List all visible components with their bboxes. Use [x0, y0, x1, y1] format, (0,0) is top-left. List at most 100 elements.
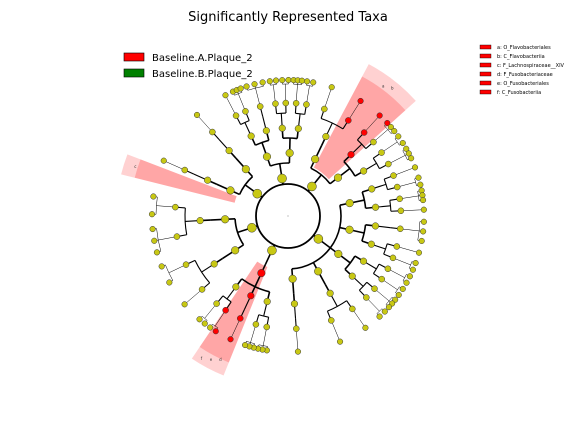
branch-arc: [241, 278, 270, 293]
taxon-node: [172, 203, 179, 211]
taxon-node: [242, 108, 249, 115]
genus-node: [403, 279, 410, 286]
taxon-node: [321, 105, 328, 113]
sector-letter: d: [219, 357, 222, 362]
branch-arc: [156, 228, 162, 252]
taxon-node: [370, 138, 377, 146]
clade-legend-swatch-b: [479, 53, 492, 59]
genus-node: [153, 249, 160, 256]
genus-node: [417, 181, 424, 188]
taxon-node: [252, 321, 260, 328]
taxon-node: [349, 305, 356, 313]
taxon-node: [232, 283, 240, 291]
tree-nodes: [148, 76, 427, 355]
branch-arc: [258, 314, 269, 318]
clade-legend-swatch-e: [479, 80, 492, 86]
taxon-node: [198, 286, 206, 293]
highlight-sector: [134, 159, 237, 203]
highlight-sector-outer: [362, 64, 416, 111]
genus-node: [384, 119, 391, 127]
genus-node: [420, 228, 427, 235]
taxon-node: [389, 254, 397, 262]
genus-node: [409, 266, 416, 273]
legend: Baseline.A.Plaque_2 Baseline.B.Plaque_2: [123, 52, 253, 80]
genus-node: [222, 92, 229, 99]
branch-arc: [293, 83, 302, 85]
genus-node: [403, 145, 410, 152]
branch-arc: [361, 191, 367, 209]
taxon-node: [345, 199, 354, 208]
sector-letter: a: [382, 83, 385, 88]
taxon-node: [327, 317, 335, 324]
genus-node: [376, 112, 383, 119]
genus-node: [406, 273, 413, 280]
taxon-node: [210, 260, 218, 268]
highlight-sector-outer: [121, 154, 141, 178]
clade-legend-label-f: f: C_Fusobacteriia: [497, 90, 541, 96]
genus-node: [304, 78, 311, 85]
taxon-node: [372, 203, 380, 211]
genus-node: [266, 78, 273, 85]
genus-node: [415, 249, 423, 256]
clade-legend-label-c: c: F_Lachnospiraceae__XIV: [497, 63, 565, 69]
genus-node: [381, 308, 388, 315]
taxon-node: [247, 292, 255, 300]
taxon-node: [384, 265, 392, 273]
branch-arc: [234, 218, 245, 246]
legend-swatch-b: [123, 68, 145, 78]
taxon-node: [363, 294, 370, 301]
branch-arc: [247, 86, 264, 91]
genus-node: [420, 206, 427, 213]
genus-node: [181, 301, 188, 308]
genus-node: [328, 84, 335, 91]
taxon-node: [311, 155, 320, 164]
sector-letter: f: [201, 356, 203, 361]
clade-legend-swatch-d: [479, 71, 492, 77]
clade-legend-swatch-f: [479, 89, 492, 95]
taxon-node: [252, 188, 263, 199]
taxon-node: [263, 297, 271, 306]
genus-node: [272, 77, 280, 84]
genus-node: [149, 225, 156, 233]
taxon-node: [247, 222, 257, 233]
taxon-node: [232, 112, 240, 119]
clade-legend: a: O_Flavobacteriales b: C_Flavobacterii…: [479, 44, 565, 96]
taxon-node: [393, 183, 401, 191]
taxon-node: [278, 124, 286, 132]
legend-label-b: Baseline.B.Plaque_2: [152, 69, 253, 80]
root-ring: [255, 183, 321, 249]
clade-legend-label-a: a: O_Flavobacteriales: [497, 45, 551, 51]
taxon-node: [314, 267, 323, 276]
taxon-node: [204, 176, 212, 184]
genus-node: [408, 155, 415, 162]
clade-legend-label-b: b: C_Flavobacteriia: [497, 54, 545, 60]
taxon-node: [378, 149, 385, 156]
sector-letter: b: [391, 85, 394, 90]
taxon-node: [285, 148, 294, 158]
branch-arc: [372, 263, 380, 274]
branch-arc: [357, 139, 367, 149]
highlight-sector: [313, 76, 406, 180]
genus-node: [357, 97, 364, 105]
taxon-node: [378, 275, 385, 283]
genus-node: [227, 336, 234, 343]
taxon-node: [226, 186, 235, 195]
taxon-node: [262, 152, 272, 161]
branch-arc: [282, 137, 298, 140]
genus-node: [420, 218, 427, 225]
taxon-node: [196, 217, 204, 225]
clade-legend-label-d: d: F_Fusobacteriaceae: [497, 72, 553, 78]
genus-node: [150, 193, 157, 200]
taxon-node: [209, 128, 216, 136]
genus-node: [207, 324, 214, 331]
genus-node: [385, 304, 392, 311]
taxon-node: [288, 274, 297, 283]
genus-node: [415, 174, 422, 181]
genus-node: [243, 83, 250, 90]
genus-node: [399, 285, 406, 292]
genus-node: [158, 263, 165, 270]
genus-node: [151, 237, 158, 244]
genus-node: [212, 328, 219, 335]
taxon-node: [277, 173, 287, 184]
